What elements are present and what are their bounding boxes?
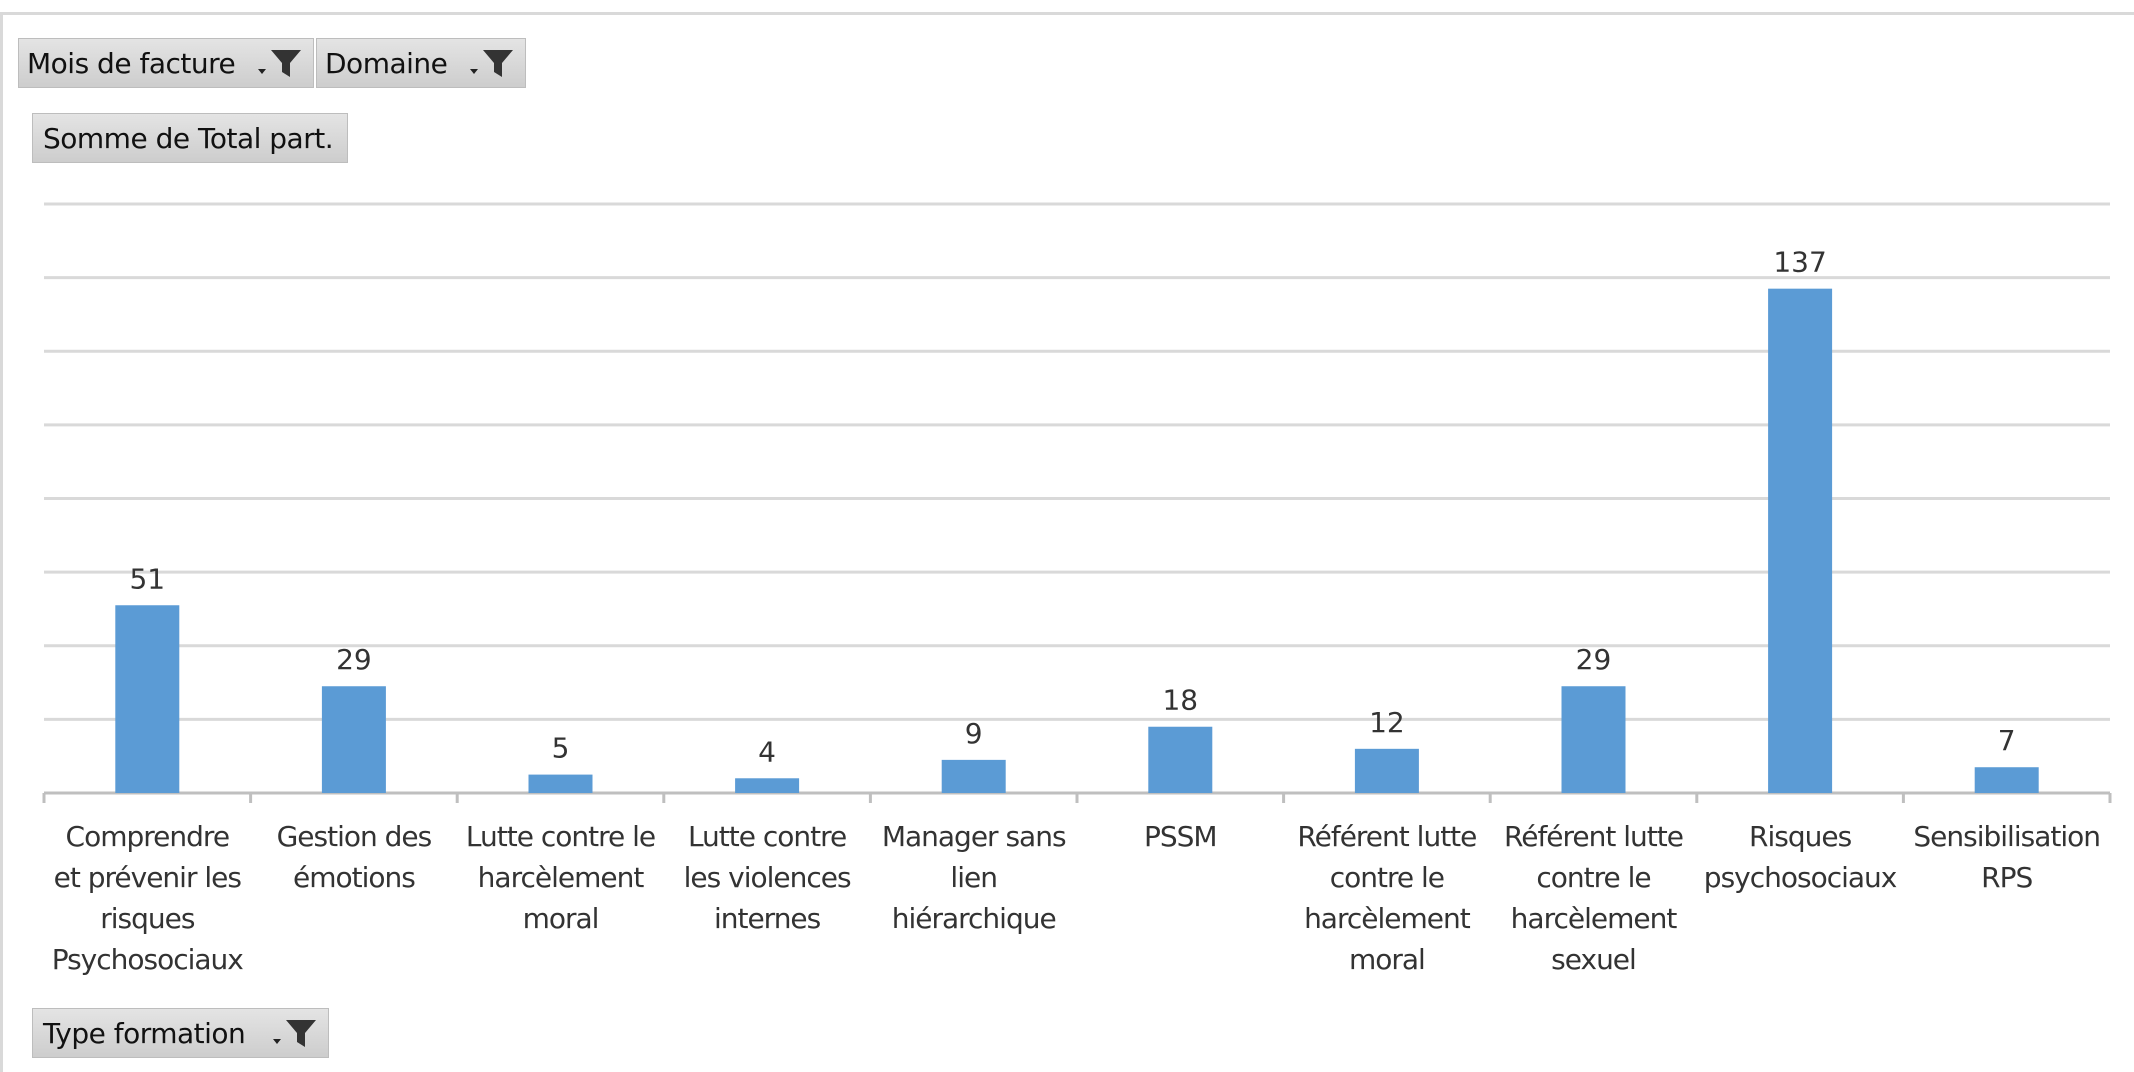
- x-tick-label: Sensibilisation RPS: [1913, 820, 2100, 894]
- data-label: 29: [336, 643, 372, 676]
- values-field-button[interactable]: Somme de Total part.: [32, 113, 348, 163]
- x-tick-label: Comprendre et prévenir les risques Psychoso…: [52, 820, 244, 976]
- data-label: 51: [129, 562, 165, 595]
- x-tick-label: Référent lutte contre le harcèlement sexuel: [1504, 820, 1683, 976]
- bar: [115, 605, 180, 793]
- bar: [941, 759, 1006, 793]
- data-label: 12: [1369, 706, 1405, 739]
- dropdown-arrow-icon: [258, 69, 266, 74]
- pivot-chart-frame: [0, 12, 2134, 1072]
- mois-de-facture-label: Mois de facture: [27, 46, 236, 80]
- domaine-label: Domaine: [325, 46, 448, 80]
- bar: [1148, 726, 1213, 793]
- mois-de-facture-filter-control[interactable]: [258, 46, 303, 80]
- funnel-filter-icon: [286, 1020, 316, 1047]
- values-field-label: Somme de Total part.: [43, 121, 334, 155]
- data-label: 4: [758, 735, 776, 768]
- dropdown-arrow-icon: [273, 1039, 281, 1044]
- type-formation-filter-button[interactable]: Type formation: [32, 1008, 329, 1058]
- x-tick-label: Risques psychosociaux: [1704, 820, 1897, 894]
- bar: [1974, 767, 2039, 793]
- type-formation-filter-control[interactable]: [273, 1016, 318, 1050]
- dropdown-arrow-icon: [470, 69, 478, 74]
- data-label: 18: [1162, 684, 1198, 717]
- x-tick-label: Manager sans lien hiérarchique: [882, 820, 1066, 935]
- data-label: 29: [1576, 643, 1612, 676]
- domaine-filter-control[interactable]: [470, 46, 515, 80]
- x-tick-label: Lutte contre le harcèlement moral: [466, 820, 655, 935]
- bar: [321, 686, 386, 793]
- data-label: 5: [552, 732, 570, 765]
- funnel-filter-icon: [271, 50, 301, 77]
- domaine-filter-button[interactable]: Domaine: [316, 38, 526, 88]
- bar: [1354, 748, 1419, 793]
- x-tick-label: Référent lutte contre le harcèlement moral: [1297, 820, 1476, 976]
- bar: [528, 774, 593, 793]
- data-label: 9: [965, 717, 983, 750]
- bar: [1561, 686, 1626, 793]
- data-label: 7: [1998, 724, 2016, 757]
- bar: [735, 778, 800, 793]
- x-tick-label: Lutte contre les violences internes: [684, 820, 851, 935]
- mois-de-facture-filter-button[interactable]: Mois de facture: [18, 38, 314, 88]
- x-tick-label: Gestion des émotions: [277, 820, 432, 894]
- bar: [1768, 288, 1833, 793]
- x-tick-label: PSSM: [1144, 820, 1217, 853]
- data-label: 137: [1773, 246, 1826, 279]
- funnel-filter-icon: [483, 50, 513, 77]
- type-formation-label: Type formation: [43, 1016, 246, 1050]
